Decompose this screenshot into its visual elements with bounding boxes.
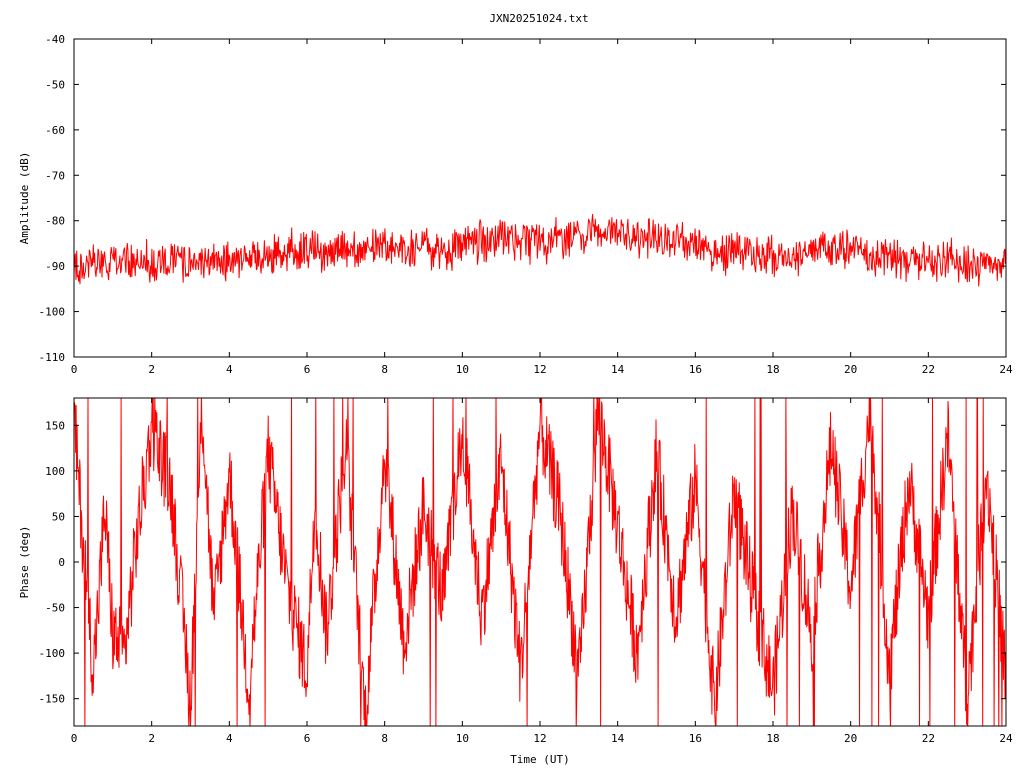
phase-x-tick-label: 24 bbox=[999, 732, 1013, 745]
phase-x-axis-label: Time (UT) bbox=[510, 753, 570, 766]
amplitude-y-tick-label: -100 bbox=[39, 306, 66, 319]
phase-x-tick-label: 0 bbox=[71, 732, 78, 745]
amplitude-x-tick-label: 22 bbox=[922, 363, 935, 376]
amplitude-y-tick-label: -40 bbox=[45, 33, 65, 46]
phase-x-tick-label: 22 bbox=[922, 732, 935, 745]
phase-panel: 0 2 4 6 8 10 12 14 16 18 20 22 24150100500-50-100-15… bbox=[18, 397, 1013, 766]
amplitude-y-tick-label: -50 bbox=[45, 78, 65, 91]
amplitude-y-axis-label: Amplitude (dB) bbox=[18, 152, 31, 245]
phase-x-tick-label: 8 bbox=[381, 732, 388, 745]
phase-y-axis-label: Phase (deg) bbox=[18, 526, 31, 599]
amplitude-x-tick-label: 10 bbox=[456, 363, 469, 376]
phase-y-tick-label: -150 bbox=[39, 693, 66, 706]
phase-x-tick-label: 14 bbox=[611, 732, 625, 745]
amplitude-x-tick-label: 12 bbox=[533, 363, 546, 376]
phase-x-tick-label: 20 bbox=[844, 732, 857, 745]
amplitude-x-tick-label: 0 bbox=[71, 363, 78, 376]
amplitude-y-tick-label: -70 bbox=[45, 169, 65, 182]
phase-y-tick-label: 50 bbox=[52, 510, 65, 523]
amplitude-x-tick-label: 14 bbox=[611, 363, 625, 376]
amplitude-x-tick-label: 8 bbox=[381, 363, 388, 376]
amplitude-panel: 0 2 4 6 8 10 12 14 16 18 20 22 24-40-50-60-70-80-90-… bbox=[18, 33, 1013, 376]
phase-x-tick-label: 4 bbox=[226, 732, 233, 745]
phase-series-line bbox=[74, 398, 1006, 726]
amplitude-x-tick-label: 24 bbox=[999, 363, 1013, 376]
amplitude-y-tick-label: -80 bbox=[45, 215, 65, 228]
phase-y-tick-label: -100 bbox=[39, 647, 66, 660]
amplitude-x-tick-label: 4 bbox=[226, 363, 233, 376]
phase-x-tick-label: 10 bbox=[456, 732, 469, 745]
amplitude-x-tick-label: 2 bbox=[148, 363, 155, 376]
amplitude-x-tick-label: 6 bbox=[304, 363, 311, 376]
phase-y-tick-label: 0 bbox=[58, 556, 65, 569]
phase-y-tick-label: -50 bbox=[45, 602, 65, 615]
phase-y-tick-label: 150 bbox=[45, 419, 65, 432]
amplitude-x-tick-label: 18 bbox=[766, 363, 779, 376]
phase-x-tick-label: 6 bbox=[304, 732, 311, 745]
amplitude-x-tick-label: 20 bbox=[844, 363, 857, 376]
phase-x-tick-label: 2 bbox=[148, 732, 155, 745]
phase-y-tick-label: 100 bbox=[45, 465, 65, 478]
phase-x-tick-label: 12 bbox=[533, 732, 546, 745]
amplitude-y-tick-label: -90 bbox=[45, 260, 65, 273]
phase-x-tick-label: 18 bbox=[766, 732, 779, 745]
amplitude-series-line bbox=[74, 213, 1006, 287]
chart-title: JXN20251024.txt bbox=[489, 12, 588, 25]
amplitude-y-tick-label: -110 bbox=[39, 351, 66, 364]
amplitude-y-tick-label: -60 bbox=[45, 124, 65, 137]
phase-x-tick-label: 16 bbox=[689, 732, 702, 745]
amplitude-x-tick-label: 16 bbox=[689, 363, 702, 376]
